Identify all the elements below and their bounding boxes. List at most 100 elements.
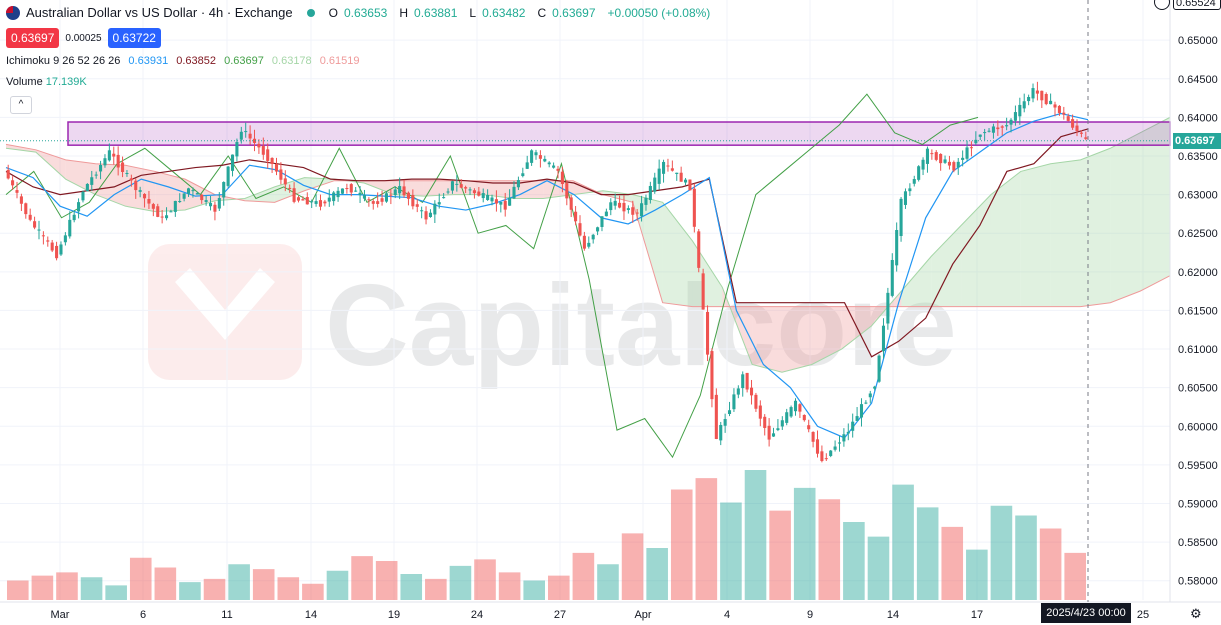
candle-body[interactable] bbox=[895, 230, 899, 266]
candle-body[interactable] bbox=[129, 178, 133, 181]
candle-body[interactable] bbox=[846, 431, 850, 434]
candle-body[interactable] bbox=[59, 244, 63, 255]
candle-body[interactable] bbox=[1062, 112, 1066, 115]
candle-body[interactable] bbox=[820, 451, 824, 462]
candle-body[interactable] bbox=[640, 203, 644, 217]
candle-body[interactable] bbox=[1044, 93, 1048, 105]
candle-body[interactable] bbox=[613, 200, 617, 206]
candle-body[interactable] bbox=[455, 183, 459, 185]
candle-body[interactable] bbox=[1066, 116, 1070, 121]
candle-body[interactable] bbox=[279, 169, 283, 180]
candle-body[interactable] bbox=[499, 201, 503, 205]
candle-body[interactable] bbox=[851, 421, 855, 431]
candle-body[interactable] bbox=[283, 178, 287, 185]
candle-body[interactable] bbox=[912, 179, 916, 184]
candle-body[interactable] bbox=[1071, 119, 1075, 128]
candle-body[interactable] bbox=[591, 234, 595, 240]
candle-body[interactable] bbox=[503, 200, 507, 210]
candle-body[interactable] bbox=[28, 214, 32, 220]
candle-body[interactable] bbox=[749, 387, 754, 396]
candle-body[interactable] bbox=[530, 150, 534, 163]
candle-body[interactable] bbox=[116, 154, 120, 168]
candle-body[interactable] bbox=[160, 216, 164, 218]
candle-body[interactable] bbox=[1079, 132, 1083, 134]
candle-body[interactable] bbox=[987, 130, 991, 132]
candle-body[interactable] bbox=[415, 204, 419, 207]
candle-body[interactable] bbox=[406, 192, 410, 199]
candle-body[interactable] bbox=[477, 191, 481, 196]
candle-body[interactable] bbox=[719, 424, 723, 441]
candle-body[interactable] bbox=[208, 203, 213, 207]
candle-body[interactable] bbox=[618, 202, 622, 208]
candle-body[interactable] bbox=[727, 410, 732, 414]
candle-body[interactable] bbox=[411, 194, 415, 207]
candle-body[interactable] bbox=[33, 221, 37, 228]
candle-body[interactable] bbox=[103, 158, 107, 166]
candle-body[interactable] bbox=[112, 153, 116, 157]
candle-body[interactable] bbox=[745, 372, 749, 390]
candle-body[interactable] bbox=[741, 374, 745, 389]
candle-body[interactable] bbox=[930, 153, 934, 155]
candle-body[interactable] bbox=[829, 450, 833, 456]
candle-body[interactable] bbox=[292, 188, 296, 202]
candle-body[interactable] bbox=[767, 425, 771, 440]
candle-body[interactable] bbox=[763, 416, 767, 428]
candle-body[interactable] bbox=[886, 292, 890, 324]
candle-body[interactable] bbox=[670, 168, 674, 171]
candle-body[interactable] bbox=[1049, 100, 1053, 105]
candle-body[interactable] bbox=[626, 208, 630, 210]
candle-body[interactable] bbox=[248, 133, 252, 139]
candle-body[interactable] bbox=[692, 188, 696, 227]
candle-body[interactable] bbox=[780, 420, 784, 427]
candle-body[interactable] bbox=[464, 187, 468, 189]
candle-body[interactable] bbox=[569, 197, 573, 210]
candle-body[interactable] bbox=[881, 325, 886, 352]
candle-body[interactable] bbox=[516, 180, 520, 188]
candle-body[interactable] bbox=[508, 197, 512, 206]
candle-body[interactable] bbox=[565, 183, 569, 199]
candle-body[interactable] bbox=[226, 166, 230, 186]
candle-body[interactable] bbox=[521, 173, 525, 177]
candle-body[interactable] bbox=[1005, 125, 1009, 127]
candle-body[interactable] bbox=[310, 201, 314, 203]
candle-body[interactable] bbox=[622, 202, 626, 212]
candle-body[interactable] bbox=[679, 172, 683, 182]
candle-body[interactable] bbox=[1022, 101, 1026, 109]
candle-body[interactable] bbox=[486, 195, 490, 200]
candle-body[interactable] bbox=[635, 212, 639, 214]
candle-body[interactable] bbox=[723, 419, 727, 426]
candle-body[interactable] bbox=[644, 197, 648, 205]
candle-body[interactable] bbox=[11, 180, 15, 186]
candle-body[interactable] bbox=[354, 190, 358, 192]
candle-body[interactable] bbox=[24, 203, 28, 215]
ichimoku-legend[interactable]: Ichimoku 9 26 52 26 26 0.63931 0.63852 0… bbox=[6, 55, 365, 67]
candle-body[interactable] bbox=[837, 442, 842, 444]
candle-body[interactable] bbox=[165, 215, 169, 219]
candle-body[interactable] bbox=[376, 201, 380, 204]
candle-body[interactable] bbox=[222, 182, 226, 198]
candle-body[interactable] bbox=[345, 188, 349, 190]
candle-body[interactable] bbox=[842, 434, 846, 442]
candle-body[interactable] bbox=[547, 162, 551, 165]
candle-body[interactable] bbox=[793, 400, 798, 412]
candle-body[interactable] bbox=[200, 194, 204, 201]
candle-body[interactable] bbox=[41, 235, 45, 237]
candle-body[interactable] bbox=[921, 159, 925, 170]
candle-body[interactable] bbox=[494, 199, 498, 204]
candle-body[interactable] bbox=[785, 412, 789, 423]
candle-body[interactable] bbox=[125, 173, 129, 175]
candle-body[interactable] bbox=[965, 147, 969, 159]
candle-body[interactable] bbox=[653, 177, 657, 192]
candle-body[interactable] bbox=[393, 189, 397, 196]
candle-body[interactable] bbox=[340, 188, 345, 194]
candle-body[interactable] bbox=[1027, 96, 1031, 102]
candle-body[interactable] bbox=[270, 157, 274, 164]
candle-body[interactable] bbox=[552, 165, 556, 168]
candle-body[interactable] bbox=[151, 204, 155, 209]
candle-body[interactable] bbox=[807, 425, 811, 430]
symbol-title[interactable]: Australian Dollar vs US Dollar · 4h · Ex… bbox=[26, 5, 293, 20]
candle-body[interactable] bbox=[736, 388, 740, 395]
candle-body[interactable] bbox=[917, 166, 921, 180]
candle-body[interactable] bbox=[156, 206, 160, 217]
candle-body[interactable] bbox=[648, 185, 652, 201]
